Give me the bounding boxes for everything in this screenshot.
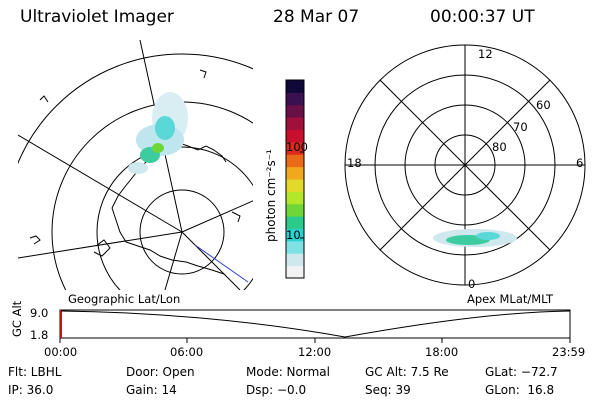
- gc-alt-axis-label: GC Alt: [10, 300, 24, 337]
- colorbar-segment: [286, 191, 304, 205]
- time-tick-0000: 00:00: [44, 345, 78, 359]
- satellite-track: [194, 244, 249, 283]
- lat-circle: [96, 146, 253, 290]
- colorbar-segment: [286, 240, 304, 254]
- polar-panel-caption: Apex MLat/MLT: [467, 292, 554, 306]
- lat-circle: [18, 53, 253, 165]
- time-label: 00:00:37 UT: [430, 7, 535, 27]
- mlt-label-18: 18: [347, 156, 362, 170]
- coastline: [111, 207, 225, 275]
- time-tick-2359: 23:59: [552, 345, 586, 359]
- meridian: [181, 231, 241, 290]
- colorbar-segment: [286, 166, 304, 180]
- aurora-emission: [155, 116, 175, 140]
- mlt-label-12: 12: [478, 47, 493, 61]
- instrument-title: Ultraviolet Imager: [20, 7, 174, 27]
- coastline: [39, 95, 49, 103]
- aurora-oval-emission: [476, 232, 500, 240]
- meridian: [18, 134, 183, 233]
- mlat-label-70: 70: [513, 120, 528, 134]
- status-glat: GLat: −72.7: [485, 365, 558, 379]
- colorbar-segment: [286, 265, 304, 279]
- aurora-emission: [152, 143, 164, 153]
- colorbar-segment: [286, 216, 304, 229]
- time-tick-1200: 12:00: [298, 345, 332, 359]
- colorbar-segment: [286, 154, 304, 168]
- mlt-line-diag: [379, 79, 551, 251]
- colorbar-segment: [286, 203, 304, 217]
- colorbar-segment: [286, 179, 304, 192]
- date-label: 28 Mar 07: [273, 7, 360, 27]
- colorbar-segment: [286, 141, 304, 155]
- colorbar-segment: [286, 129, 304, 143]
- colorbar-segment: [286, 80, 304, 93]
- mlat-label-60: 60: [536, 98, 551, 112]
- meridian: [18, 231, 183, 259]
- colorbar-segment: [286, 228, 304, 242]
- mlat-label-80: 80: [492, 140, 507, 154]
- status-gc-alt: GC Alt: 7.5 Re: [365, 365, 449, 379]
- colorbar-segment: [286, 253, 304, 267]
- alt-tick-1-8: 1.8: [30, 328, 49, 342]
- colorbar-tick-100: 100: [286, 140, 308, 154]
- status-mode: Mode: Normal: [246, 365, 330, 379]
- time-tick-0600: 06:00: [170, 345, 204, 359]
- lat-circle: [139, 189, 225, 275]
- mlt-label-6: 6: [576, 156, 584, 170]
- status-ip: IP: 36.0: [8, 383, 54, 397]
- altitude-strip-frame: [59, 309, 571, 339]
- aurora-emission: [128, 162, 148, 174]
- meridian: [181, 200, 253, 233]
- status-seq: Seq: 39: [365, 383, 411, 397]
- status-glon: GLon: 16.8: [485, 383, 555, 397]
- status-filter: Flt: LBHL: [8, 365, 62, 379]
- coastline: [29, 235, 41, 245]
- colorbar-segment: [286, 117, 304, 130]
- geo-panel-caption: Geographic Lat/Lon: [68, 292, 181, 306]
- colorbar-frame: [285, 79, 305, 279]
- coastline: [231, 211, 241, 223]
- time-tick-1800: 18:00: [425, 345, 459, 359]
- altitude-curve: [60, 310, 571, 338]
- mlt-label-0: 0: [468, 277, 476, 291]
- colorbar-segment: [286, 104, 304, 118]
- coastline: [199, 69, 207, 79]
- colorbar-segment: [286, 92, 304, 106]
- status-dsp: Dsp: −0.0: [246, 383, 307, 397]
- meridian: [164, 231, 183, 290]
- alt-tick-9: 9.0: [30, 306, 49, 320]
- colorbar-tick-10: 10: [286, 228, 301, 242]
- status-door: Door: Open: [126, 365, 195, 379]
- status-gain: Gain: 14: [126, 383, 177, 397]
- coastline: [93, 239, 111, 257]
